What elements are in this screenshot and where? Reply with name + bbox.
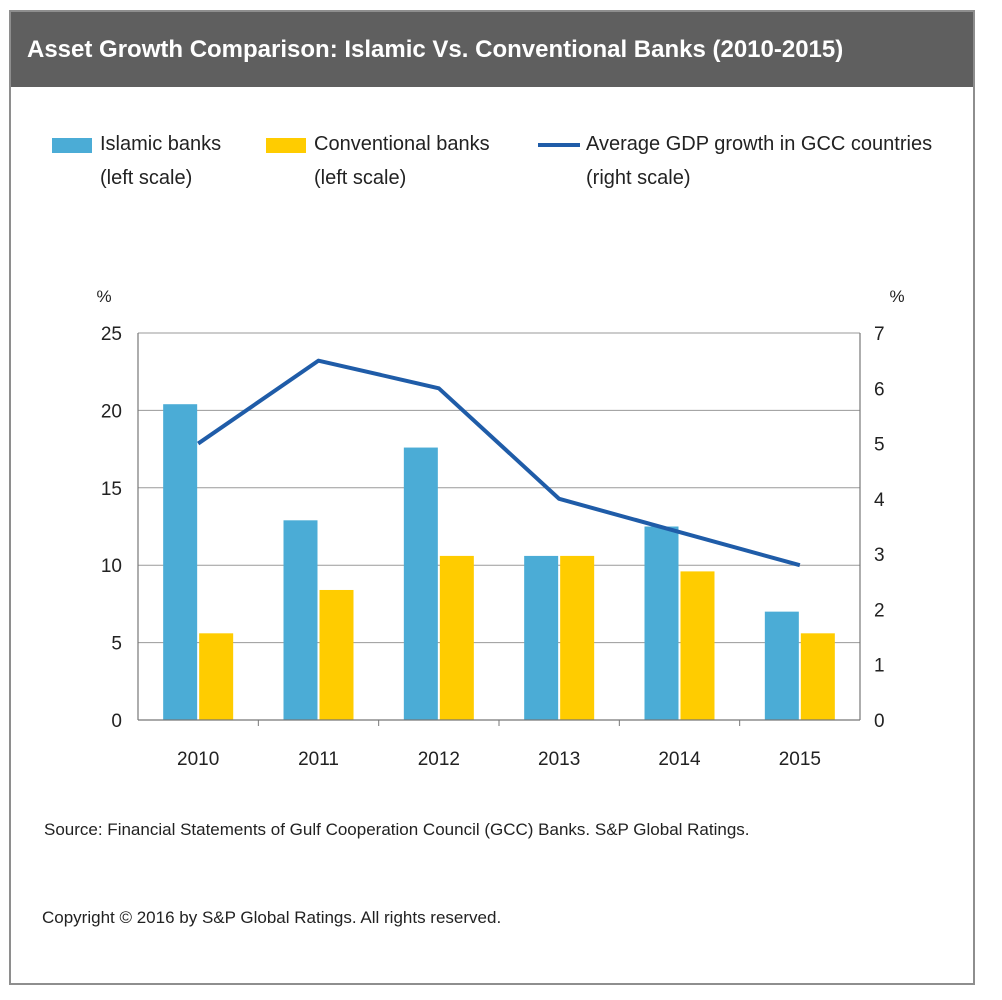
conventional-bar-2015 xyxy=(800,633,835,720)
legend-label-gdp: Average GDP growth in GCC countries xyxy=(586,133,933,155)
right-tick-label: 5 xyxy=(874,435,885,456)
x-tick-label: 2013 xyxy=(538,749,580,770)
source-note: Source: Financial Statements of Gulf Coo… xyxy=(44,820,750,839)
conventional-bar-2013 xyxy=(560,555,595,720)
conventional-bar-2014 xyxy=(680,571,715,720)
islamic-bar-2013 xyxy=(524,555,559,720)
conventional-bar-2011 xyxy=(319,589,354,720)
x-tick-label: 2012 xyxy=(418,749,460,770)
legend-label-conventional: Conventional banks xyxy=(314,133,490,155)
gdp-growth-line xyxy=(197,358,801,568)
islamic-bar-2010 xyxy=(163,404,198,720)
left-tick-label: 5 xyxy=(111,634,122,655)
legend-swatch-islamic xyxy=(52,138,92,153)
left-tick-label: 25 xyxy=(101,324,122,345)
islamic-bar-2014 xyxy=(644,526,679,720)
legend-sublabel-gdp: (right scale) xyxy=(586,167,691,189)
islamic-bar-2015 xyxy=(764,611,799,720)
legend-swatch-conventional xyxy=(266,138,306,153)
x-tick-label: 2014 xyxy=(658,749,701,770)
right-tick-label: 7 xyxy=(874,324,885,345)
left-tick-label: 15 xyxy=(101,479,122,500)
left-tick-label: 10 xyxy=(101,556,122,577)
right-tick-label: 4 xyxy=(874,490,885,511)
islamic-bar-2011 xyxy=(283,520,318,720)
left-tick-label: 20 xyxy=(101,401,122,422)
x-tick-label: 2010 xyxy=(177,749,219,770)
right-tick-label: 6 xyxy=(874,379,885,400)
islamic-bar-2012 xyxy=(403,447,438,720)
right-tick-label: 0 xyxy=(874,711,885,732)
conventional-bar-2012 xyxy=(439,555,474,720)
right-tick-label: 1 xyxy=(874,656,885,677)
chart-title: Asset Growth Comparison: Islamic Vs. Con… xyxy=(11,12,973,87)
conventional-bar-2010 xyxy=(199,633,234,720)
copyright-note: Copyright © 2016 by S&P Global Ratings. … xyxy=(42,908,502,927)
right-tick-label: 3 xyxy=(874,545,885,566)
legend-label-islamic: Islamic banks xyxy=(100,133,222,155)
legend-line-gdp xyxy=(538,143,580,147)
x-tick-label: 2015 xyxy=(779,749,821,770)
legend-sublabel-conventional: (left scale) xyxy=(314,167,407,189)
right-axis-unit: % xyxy=(889,287,904,306)
left-tick-label: 0 xyxy=(111,711,122,732)
x-tick-label: 2011 xyxy=(298,749,339,770)
left-axis-unit: % xyxy=(96,287,111,306)
right-tick-label: 2 xyxy=(874,600,885,621)
legend-sublabel-islamic: (left scale) xyxy=(100,167,193,189)
